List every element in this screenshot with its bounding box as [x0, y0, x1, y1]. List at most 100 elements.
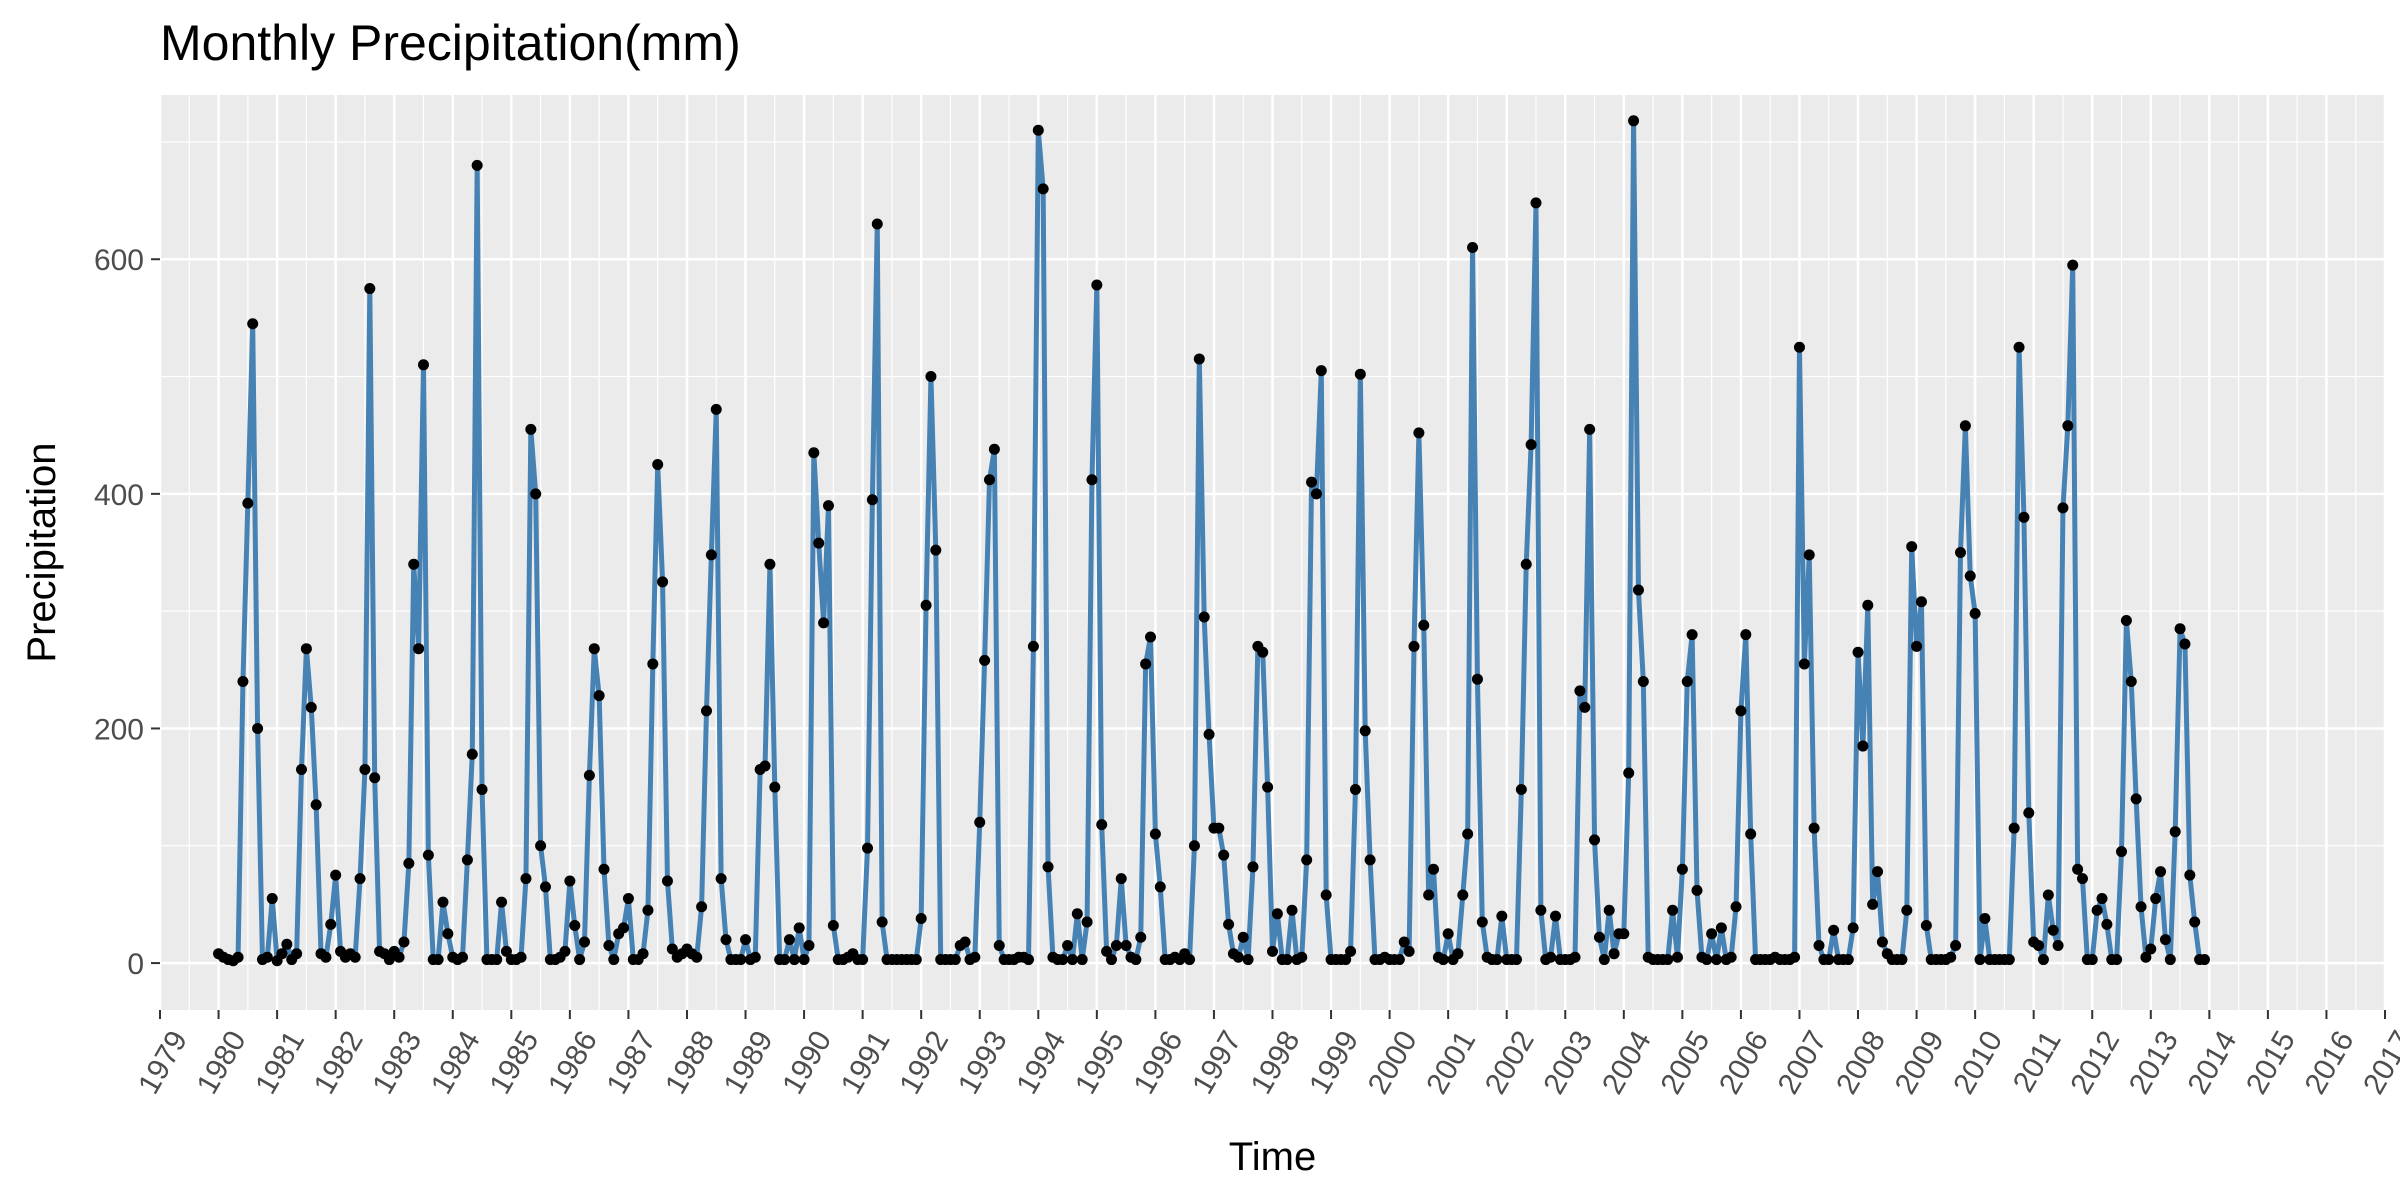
data-point: [691, 951, 703, 963]
data-point: [1828, 924, 1840, 936]
data-point: [618, 922, 630, 934]
data-point: [1530, 197, 1542, 209]
data-point: [1306, 476, 1318, 488]
data-point: [710, 403, 722, 415]
data-point: [1711, 954, 1723, 966]
data-point: [1798, 658, 1810, 670]
data-point: [1071, 908, 1083, 920]
x-tick-label: 2012: [2064, 1025, 2126, 1099]
data-point: [593, 690, 605, 702]
data-point: [1281, 954, 1293, 966]
data-point: [2072, 863, 2084, 875]
data-point: [569, 920, 581, 932]
x-tick-label: 2005: [1654, 1025, 1716, 1099]
x-tick-label: 1983: [366, 1025, 428, 1099]
data-point: [871, 218, 883, 230]
data-point: [1862, 599, 1874, 611]
data-point: [1550, 910, 1561, 922]
data-point: [1232, 951, 1244, 963]
data-point: [2042, 889, 2054, 901]
data-point: [417, 359, 429, 371]
y-tick-label: 600: [94, 244, 144, 277]
data-point: [1691, 884, 1703, 896]
data-point: [1730, 901, 1742, 913]
data-point: [1959, 420, 1971, 432]
data-point: [2047, 924, 2059, 936]
data-point: [1315, 365, 1327, 377]
x-tick-label: 2001: [1420, 1025, 1482, 1099]
data-point: [476, 783, 488, 795]
x-tick-label: 2000: [1362, 1025, 1424, 1099]
data-point: [666, 943, 678, 955]
data-point: [1471, 673, 1483, 685]
data-point: [1349, 783, 1361, 795]
data-point: [2111, 954, 2123, 966]
data-point: [2116, 846, 2128, 858]
data-point: [1569, 951, 1581, 963]
data-point: [276, 948, 288, 960]
data-point: [1979, 913, 1991, 924]
data-point: [1535, 904, 1547, 916]
data-point: [559, 945, 571, 957]
data-point: [2037, 954, 2049, 966]
data-point: [1813, 939, 1825, 951]
data-point: [1145, 631, 1157, 643]
data-point: [1496, 910, 1508, 922]
data-point: [232, 951, 244, 963]
data-point: [2062, 420, 2074, 432]
data-point: [1686, 629, 1698, 641]
data-point: [1223, 918, 1235, 930]
data-point: [735, 954, 747, 966]
data-point: [1267, 945, 1278, 957]
data-point: [818, 617, 830, 629]
data-point: [1969, 608, 1981, 619]
data-point: [1579, 701, 1591, 713]
data-point: [1515, 783, 1527, 795]
x-tick-label: 2006: [1713, 1025, 1775, 1099]
data-point: [925, 371, 937, 383]
data-point: [1462, 828, 1474, 840]
data-point: [1037, 183, 1049, 195]
y-tick-label: 0: [127, 948, 144, 981]
x-tick-label: 1981: [249, 1025, 311, 1099]
data-point: [1237, 931, 1249, 943]
data-point: [1901, 904, 1913, 916]
x-tick-label: 1994: [1010, 1025, 1072, 1099]
data-point: [1906, 541, 1918, 553]
data-point: [1706, 928, 1718, 940]
data-point: [969, 951, 981, 963]
data-point: [637, 948, 649, 960]
data-point: [300, 643, 312, 655]
data-points: [213, 115, 2210, 967]
data-point: [1057, 954, 1069, 966]
data-point: [608, 954, 620, 966]
data-point: [1345, 945, 1357, 957]
data-point: [1847, 922, 1859, 934]
data-point: [1545, 951, 1557, 963]
data-point: [1193, 353, 1205, 365]
data-point: [866, 494, 878, 506]
x-tick-label: 1986: [542, 1025, 604, 1099]
data-point: [798, 954, 810, 966]
data-point: [1130, 954, 1142, 966]
data-point: [2169, 826, 2181, 838]
data-point: [588, 643, 600, 655]
data-point: [1701, 954, 1713, 966]
data-point: [700, 705, 712, 717]
data-point: [1740, 629, 1752, 641]
data-point: [1876, 936, 1888, 948]
chart-title: Monthly Precipitation(mm): [160, 15, 741, 71]
data-point: [1091, 279, 1103, 291]
data-point: [349, 951, 361, 963]
data-point: [1920, 920, 1932, 932]
data-point: [1803, 549, 1815, 561]
data-point: [564, 875, 576, 887]
data-point: [740, 934, 752, 946]
data-point: [2086, 954, 2098, 966]
data-point: [1476, 916, 1488, 928]
data-point: [1062, 939, 1074, 951]
data-point: [1896, 954, 1908, 966]
x-tick-label: 2008: [1830, 1025, 1892, 1099]
data-point: [330, 869, 342, 881]
data-point: [622, 893, 634, 905]
